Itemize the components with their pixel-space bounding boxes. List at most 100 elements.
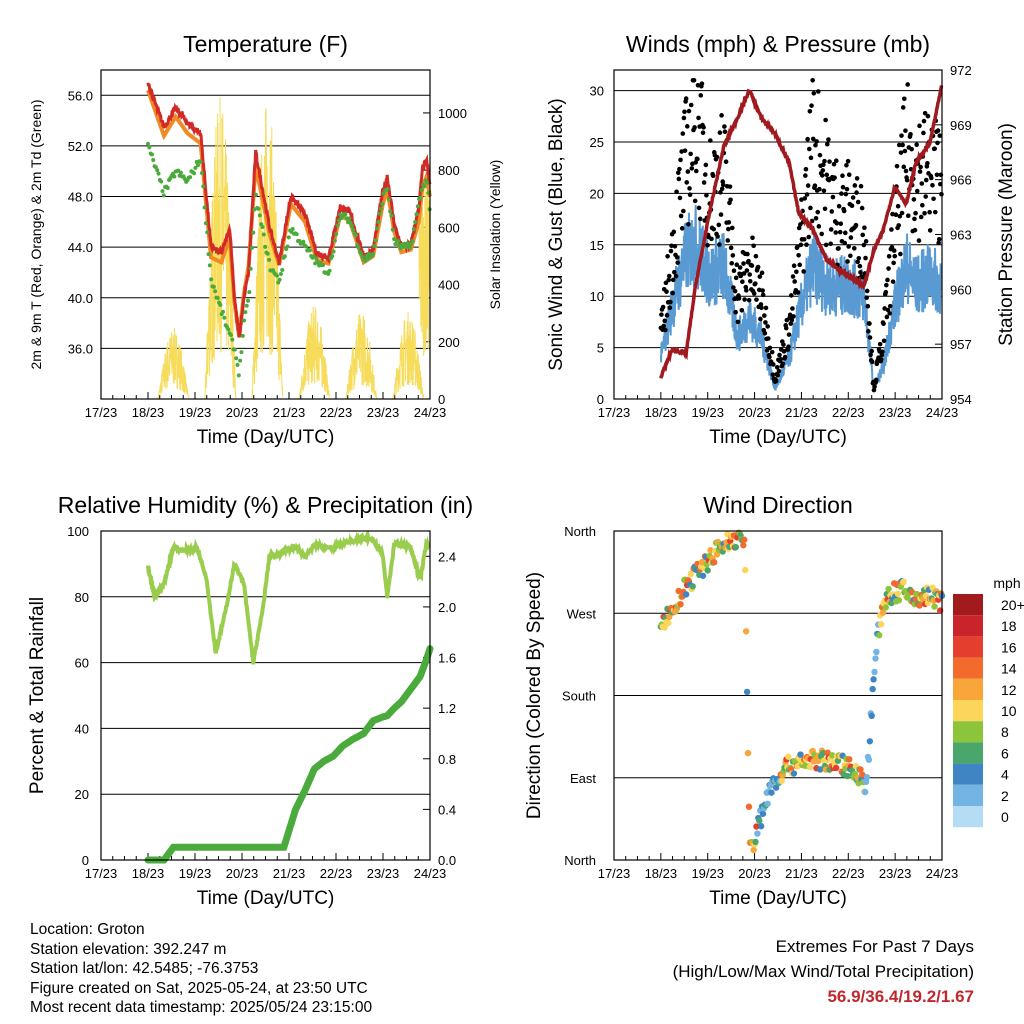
x-tick-label: 24/23 [414,405,447,420]
gust-point [824,172,830,178]
gust-point [918,164,923,170]
gust-point [662,318,668,324]
dewpoint-point [303,244,308,249]
gust-point [807,146,812,152]
gust-point [680,131,686,136]
x-tick-label: 18/23 [645,866,678,881]
dewpoint-point [257,213,262,218]
rh-series [146,529,431,665]
dewpoint-point [278,271,283,276]
gust-point [688,151,693,157]
gust-point [674,255,680,260]
winds-y2label: Station Pressure (Maroon) [996,123,1017,346]
direction-point [764,800,771,807]
y-tick-label: 20 [75,787,89,802]
gust-point [777,352,782,358]
gust-point [719,186,725,192]
gust-point [746,258,751,264]
gust-point [704,192,709,198]
gust-point [854,190,859,195]
gust-point [782,354,788,360]
gust-point [791,263,797,269]
direction-point [742,628,750,635]
gust-point [843,191,849,197]
latest-data-text: Most recent data timestamp: 2025/05/24 2… [30,999,373,1016]
gust-point [765,324,770,329]
gust-point [852,183,858,188]
direction-point [872,655,879,662]
dewpoint-point [378,206,383,211]
legend-swatch [953,742,983,764]
dewpoint-point [260,225,265,230]
gust-point [836,246,841,251]
dewpoint-point [156,171,161,176]
dewpoint-point [256,206,261,211]
gust-point [817,186,822,192]
gust-point [731,285,736,290]
gust-point [903,128,908,133]
dewpoint-point [330,254,335,259]
gust-point [827,159,832,164]
gust-point [668,248,674,254]
dewpoint-point [396,239,401,244]
y-tick-label: 52.0 [68,139,93,154]
x-tick-label: 19/23 [691,405,724,420]
dewpoint-point [424,180,429,185]
gust-point [822,158,827,164]
gust-point [866,329,871,334]
dewpoint-point [393,242,398,247]
dewpoint-point [160,189,165,194]
dewpoint-point [301,239,306,244]
direction-point [744,749,752,757]
gust-point [786,344,791,349]
gust-point [856,255,862,261]
dewpoint-point [147,145,152,150]
gust-point [846,244,851,249]
x-tick-label: 21/23 [273,866,306,881]
plot-border [100,530,431,861]
pressure-series [659,85,944,379]
plot-border [100,69,431,400]
gust-point [911,197,917,202]
dewpoint-point [371,251,376,256]
gust-series [658,77,944,393]
gust-point [898,150,904,155]
gust-point [675,260,681,265]
gust-point [795,290,801,295]
dewpoint-point [285,244,290,249]
y-tick-label: 80 [75,590,89,605]
direction-series [657,529,946,854]
y2-tick-label: 0.0 [438,853,456,868]
gust-point [914,142,919,148]
gust-point [896,142,902,148]
temperature-y2label: Solar Insolation (Yellow) [487,160,503,310]
dewpoint-point [372,244,377,249]
solar-insolation-series [157,97,430,400]
gust-point [802,196,808,201]
gust-point [812,183,818,189]
direction-point [877,621,885,628]
x-tick-label: 23/23 [367,866,400,881]
dewpoint-point [218,302,223,307]
gust-point [838,221,844,227]
solar-day-trace [418,186,430,357]
gust-point [813,142,818,148]
gust-point [696,205,702,211]
gust-point [792,279,797,284]
gust-point [774,365,780,370]
direction-point [868,712,875,720]
dewpoint-point [419,187,424,192]
gust-point [813,215,819,221]
y-tick-label: 36.0 [68,341,93,356]
dewpoint-point [280,267,285,272]
gust-point [778,356,783,362]
gust-point [929,175,934,181]
gust-point [732,288,738,294]
gust-point [731,268,737,274]
gust-point [912,227,918,233]
direction-point [687,570,695,578]
gust-point [718,212,724,217]
gust-point [735,319,741,325]
gust-point [686,108,692,114]
x-tick-label: 23/23 [367,405,400,420]
